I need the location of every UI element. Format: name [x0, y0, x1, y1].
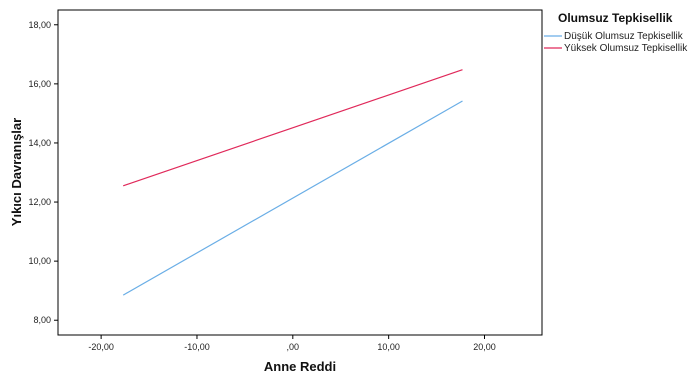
y-tick-label: 10,00 [28, 256, 51, 266]
y-tick-label: 8,00 [33, 315, 51, 325]
series-line-1 [122, 100, 463, 296]
legend-label: Düşük Olumsuz Tepkisellik [564, 31, 684, 42]
y-tick-label: 14,00 [28, 138, 51, 148]
plot-area [57, 9, 543, 336]
x-tick-label: -20,00 [88, 342, 114, 352]
legend: Olumsuz Tepkisellik Düşük Olumsuz Tepkis… [544, 11, 688, 54]
y-tick-label: 12,00 [28, 197, 51, 207]
legend-label: Yüksek Olumsuz Tepkisellik [564, 43, 688, 54]
y-axis: 8,00 10,00 12,00 14,00 16,00 18,00 [28, 20, 58, 325]
x-axis-title: Anne Reddi [264, 359, 336, 373]
y-tick-label: 16,00 [28, 79, 51, 89]
series-line-2 [123, 69, 463, 187]
x-axis: -20,00 -10,00 ,00 10,00 20,00 [88, 335, 496, 352]
y-axis-title: Yıkıcı Davranışlar [9, 118, 24, 226]
series-lines [122, 69, 463, 296]
y-tick-label: 18,00 [28, 20, 51, 30]
x-tick-label: -10,00 [184, 342, 210, 352]
x-tick-label: 20,00 [473, 342, 496, 352]
legend-title: Olumsuz Tepkisellik [558, 11, 673, 25]
x-tick-label: 10,00 [377, 342, 400, 352]
x-tick-label: ,00 [287, 342, 300, 352]
